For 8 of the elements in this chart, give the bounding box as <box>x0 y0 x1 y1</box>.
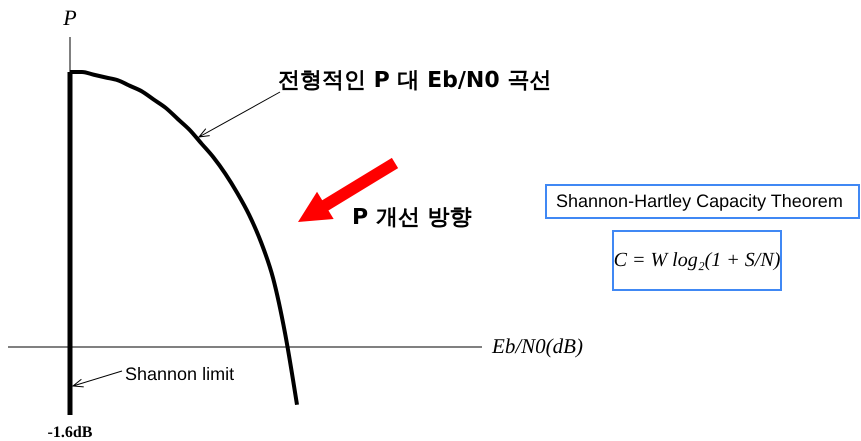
text: Shannon limit <box>125 364 234 384</box>
text: -1.6dB <box>48 424 92 441</box>
y-axis-title: P <box>62 5 77 30</box>
text: C = W log₂(1 + S/N) <box>614 249 781 271</box>
annotation: 전형적인 P 대 Eb/N0 곡선 <box>278 68 552 93</box>
text: P 개선 방향 <box>352 205 472 230</box>
text: Shannon-Hartley Capacity Theorem <box>556 191 843 211</box>
text: Eb/N0(dB) <box>491 334 583 358</box>
